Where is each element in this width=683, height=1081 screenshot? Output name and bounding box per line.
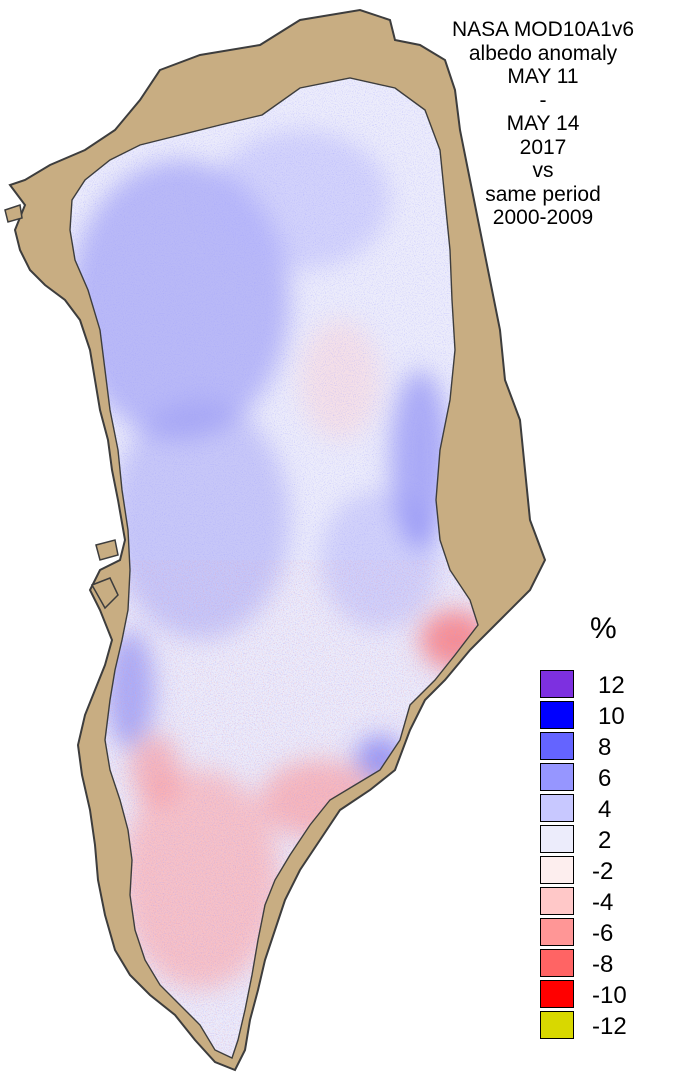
legend-swatch [540,918,574,946]
title-line: MAY 14 [506,112,580,135]
legend-label: -12 [592,1013,627,1040]
title-line: 2017 [519,135,567,159]
ice-margin [69,77,479,1059]
legend-swatch [540,763,574,791]
legend-label: 2 [598,827,612,854]
legend-swatch [540,732,574,760]
island [4,204,23,223]
title-line: MAY 11 [507,65,579,88]
legend-swatch [540,825,574,853]
map-title: NASA MOD10A1v6 albedo anomaly MAY 11- MAY 1… [423,18,663,230]
title-line: vs [532,159,554,182]
legend-label: -8 [592,951,614,978]
legend-swatch [540,856,574,884]
legend-swatch [540,980,574,1008]
title-line: - [539,88,547,112]
legend-unit: % [590,612,617,645]
legend-swatch [540,670,574,698]
title-line: 2000-2009 [492,206,594,229]
legend-swatch [540,949,574,977]
legend-label: -4 [592,889,614,916]
legend-label: 12 [598,672,625,699]
title-line: same period [485,182,601,206]
legend-swatch [540,887,574,915]
title-line: NASA MOD10A1v6 [451,18,635,41]
legend-label: -2 [592,858,614,885]
legend-swatch [540,701,574,729]
legend-label: 6 [598,765,612,792]
legend-swatch [540,1011,574,1039]
coastline [8,8,547,1072]
island [95,539,119,561]
island [90,577,119,610]
legend-label: -10 [592,982,627,1009]
legend-swatch [540,794,574,822]
legend-label: -6 [592,920,614,947]
legend-label: 4 [598,796,612,823]
legend-label: 8 [598,734,612,761]
legend-label: 10 [598,703,625,730]
title-line: albedo anomaly [468,41,618,65]
